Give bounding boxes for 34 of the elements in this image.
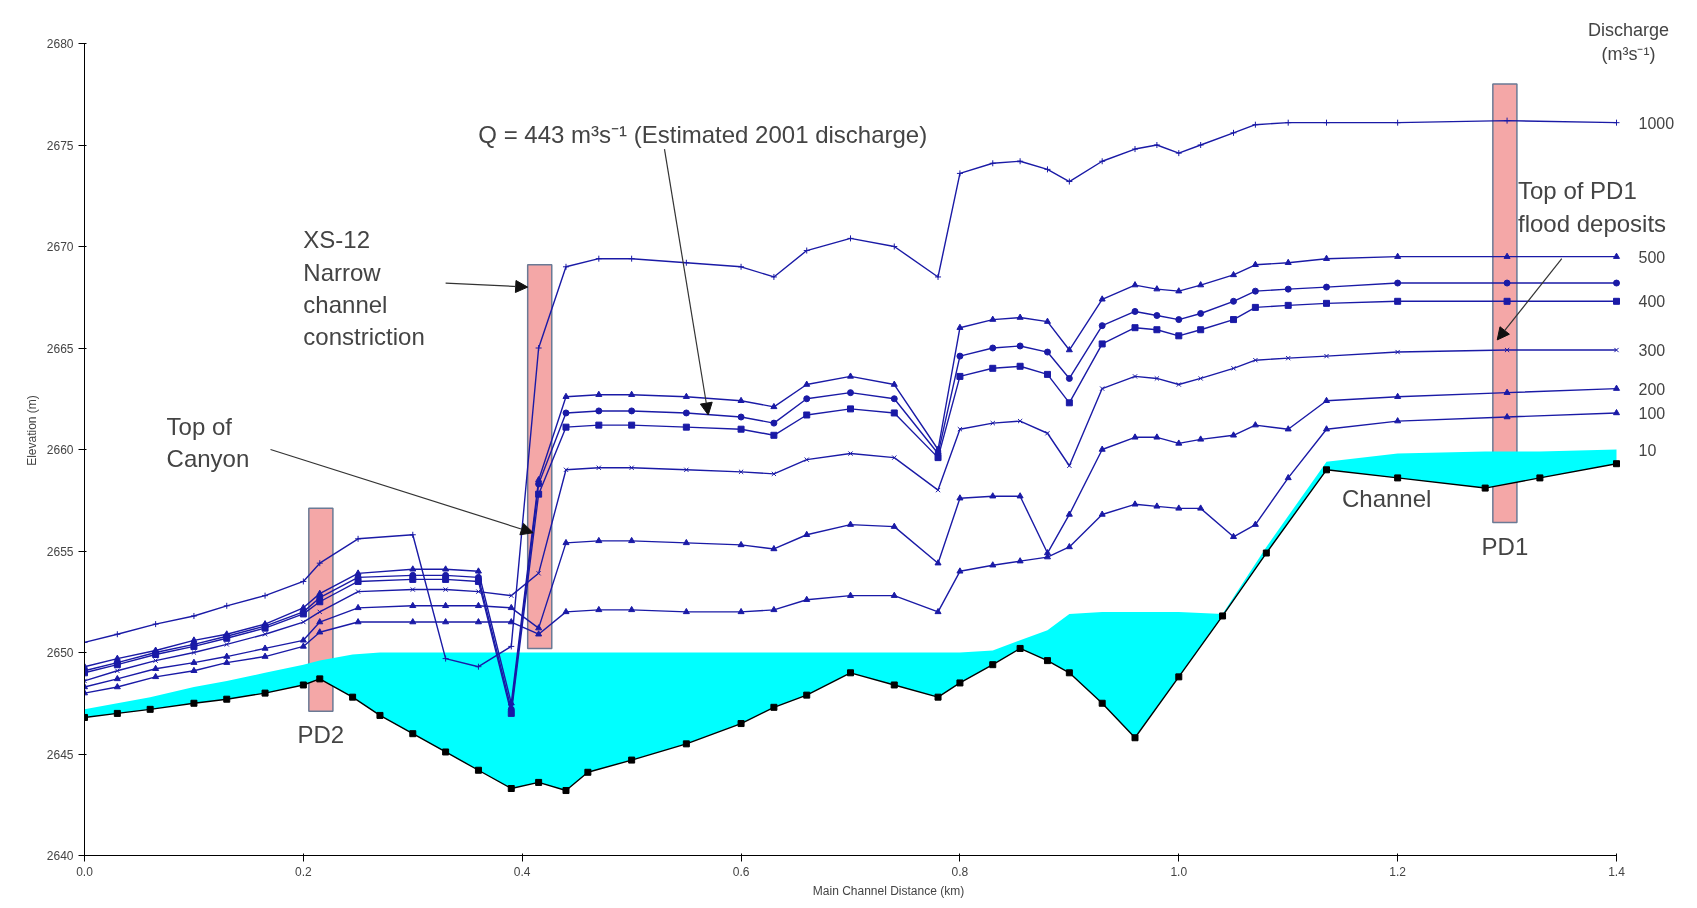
series-label: 500 [1638,248,1666,266]
y-tick-label: 2640 [46,849,74,863]
y-tick-label: 2655 [46,544,74,559]
series-label: 10 [1638,441,1657,459]
x-tick-label: 0.4 [513,864,531,879]
x-tick-label: 1.4 [1608,864,1626,879]
annotation: XS-12 Narrow channel constriction [303,226,425,351]
y-tick-label: 2650 [46,646,74,660]
y-tick-label: 2665 [46,341,74,356]
annotation: Q = 443 m³s⁻¹ (Estimated 2001 discharge) [478,120,928,148]
legend-title: Discharge (m³s⁻¹) [1587,19,1670,64]
annotation: Channel [1342,484,1432,512]
y-tick-label: 2675 [46,138,74,153]
x-tick-label: 0.2 [295,864,313,879]
x-tick-label: 0.6 [732,864,750,879]
y-tick-label: 2670 [46,240,74,254]
series-label: 100 [1638,404,1666,422]
y-tick-label: 2680 [46,37,74,51]
annotation: Top of Canyon [166,412,250,473]
y-tick-label: 2645 [46,747,74,762]
series-label: 200 [1638,380,1666,398]
x-tick-label: 1.2 [1389,864,1407,879]
y-axis-title: Elevation (m) [24,395,39,466]
y-tick-label: 2660 [46,443,74,457]
annotation: Top of PD1 flood deposits [1518,177,1667,237]
x-tick-label: 1.0 [1170,864,1188,879]
x-tick-label: 0.8 [951,864,969,879]
series-label: 400 [1638,293,1666,311]
x-tick-label: 0.0 [76,864,94,879]
x-axis-title: Main Channel Distance (km) [812,883,965,898]
series-label: 1000 [1638,114,1675,132]
series-label: 300 [1638,342,1666,360]
annotation: PD2 [297,721,345,749]
annotation: PD1 [1481,532,1529,560]
